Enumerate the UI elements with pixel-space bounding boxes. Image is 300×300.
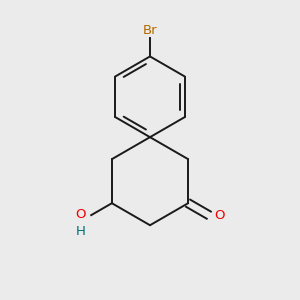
Text: H: H <box>76 225 86 238</box>
Text: O: O <box>214 208 225 222</box>
Text: O: O <box>75 208 86 221</box>
Text: Br: Br <box>143 24 157 37</box>
